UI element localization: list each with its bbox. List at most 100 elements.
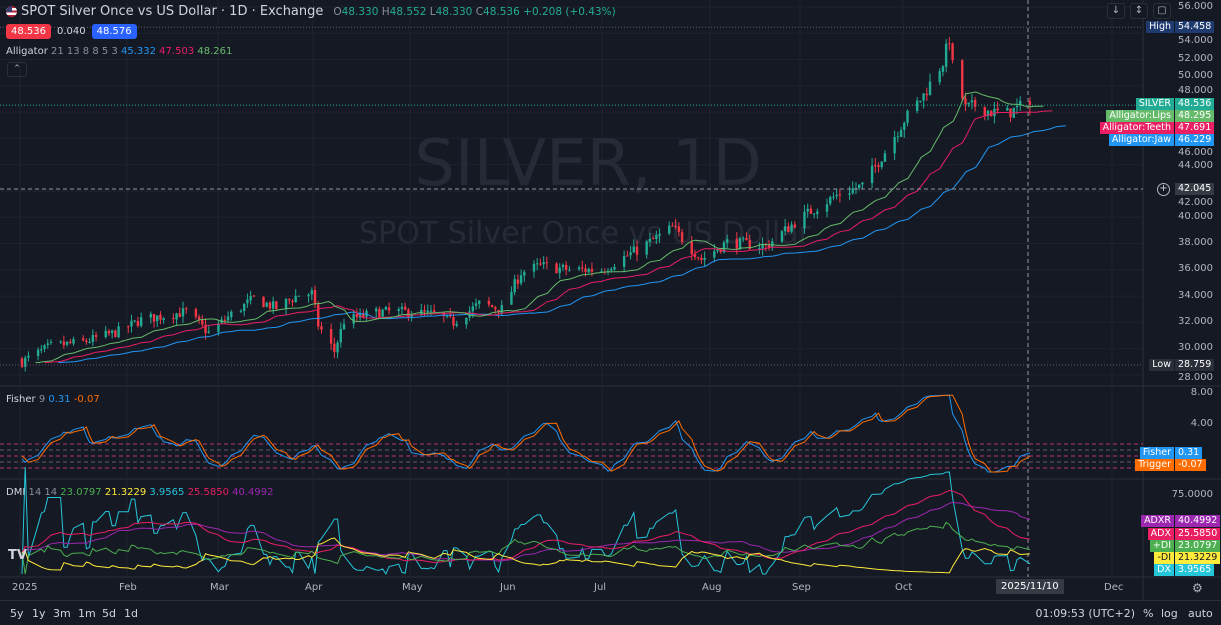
- collapse-pane-button[interactable]: ↕: [1130, 3, 1148, 19]
- range-1m[interactable]: 1m: [78, 607, 96, 620]
- candle-down: [735, 238, 739, 249]
- candle-down: [423, 310, 426, 312]
- trade-panel: 48.536 0.040 48.576: [6, 24, 137, 39]
- candle-up: [352, 314, 355, 324]
- alligator-teeth-line: [44, 110, 1053, 364]
- candle-up: [790, 224, 793, 232]
- candle-up: [558, 267, 561, 273]
- candle-up: [429, 310, 433, 312]
- range-5d[interactable]: 5d: [102, 607, 116, 620]
- candle-down: [748, 240, 751, 249]
- settings-gear-icon[interactable]: ⚙: [1192, 581, 1203, 595]
- candle-down: [204, 324, 207, 334]
- alligator-legend[interactable]: Alligator 21 13 8 8 5 3 45.332 47.503 48…: [6, 46, 233, 57]
- candle-up: [117, 326, 120, 338]
- add-alert-plus-icon[interactable]: +: [1157, 183, 1170, 196]
- price-tick: 48.000: [1178, 85, 1213, 96]
- candle-up: [36, 349, 40, 357]
- price-tick: 30.000: [1178, 342, 1213, 353]
- log-toggle[interactable]: log: [1161, 607, 1178, 620]
- price-tick: 32.000: [1178, 316, 1213, 327]
- range-5y[interactable]: 5y: [10, 607, 24, 620]
- price-tick: 34.000: [1178, 290, 1213, 301]
- candle-up: [139, 317, 143, 326]
- candle-down: [223, 319, 227, 321]
- candle-up: [542, 262, 545, 265]
- candle-up: [426, 310, 429, 313]
- candle-down: [719, 249, 722, 252]
- candle-up: [944, 43, 948, 67]
- alligator-lips-line: [35, 91, 1044, 364]
- candle-down: [635, 246, 639, 255]
- candle-up: [342, 324, 346, 330]
- adxr-line: [21, 501, 1031, 562]
- candle-up: [410, 315, 413, 318]
- candle-up: [577, 267, 581, 270]
- scroll-down-button[interactable]: ↓: [1107, 3, 1125, 19]
- range-1d[interactable]: 1d: [124, 607, 138, 620]
- candle-up: [336, 342, 339, 353]
- auto-toggle[interactable]: auto: [1188, 607, 1213, 620]
- candle-down: [874, 165, 877, 167]
- candle-up: [59, 341, 62, 343]
- candle-down: [333, 343, 336, 352]
- adx-label: ADX: [1147, 528, 1174, 540]
- candle-down: [809, 208, 813, 214]
- range-3m[interactable]: 3m: [53, 607, 71, 620]
- buy-button[interactable]: 48.576: [91, 24, 137, 39]
- candle-up: [803, 211, 806, 229]
- candle-up: [294, 296, 297, 303]
- candle-down: [85, 340, 88, 343]
- candle-down: [948, 43, 951, 45]
- maximize-pane-button[interactable]: ▢: [1153, 3, 1171, 19]
- maximize-icon: ▢: [1157, 5, 1167, 16]
- candle-down: [317, 304, 320, 327]
- pdi-value: 23.0797: [1175, 540, 1221, 552]
- range-1y[interactable]: 1y: [32, 607, 46, 620]
- candle-down: [159, 314, 162, 320]
- silver-value: 48.536: [1175, 98, 1215, 110]
- candle-up: [65, 341, 69, 345]
- price-tick: 52.000: [1178, 53, 1213, 64]
- candle-down: [690, 241, 693, 255]
- alligator-jaw-line: [58, 125, 1066, 363]
- candle-down: [452, 316, 455, 326]
- price-tick: 46.000: [1178, 147, 1213, 158]
- candle-down: [62, 341, 66, 346]
- candle-down: [697, 257, 700, 259]
- sell-button[interactable]: 48.536: [6, 24, 51, 39]
- fisher-legend[interactable]: Fisher 9 0.31 -0.07: [6, 394, 100, 405]
- clock-timezone[interactable]: 01:09:53 (UTC+2): [1035, 607, 1135, 620]
- candle-down: [590, 268, 594, 272]
- candle-up: [906, 110, 909, 123]
- candle-down: [494, 307, 497, 310]
- collapse-icon: ↕: [1134, 5, 1144, 16]
- price-tick: 42.000: [1178, 197, 1213, 208]
- candle-down: [432, 310, 436, 313]
- price-tick: 28.000: [1178, 372, 1213, 383]
- candle-up: [284, 298, 288, 309]
- time-tick: Dec: [1104, 582, 1124, 593]
- pdi-label: +DI: [1149, 540, 1174, 552]
- candle-up: [474, 303, 478, 306]
- collapse-legend-button[interactable]: ⌃: [7, 62, 27, 77]
- candle-down: [925, 93, 929, 96]
- candle-down: [275, 301, 278, 310]
- trigger-line: [21, 394, 1031, 473]
- symbol-title[interactable]: SPOT Silver Once vs US Dollar · 1D · Exc…: [21, 4, 324, 19]
- dmi-legend[interactable]: DMI 14 14 23.0797 21.3229 3.9565 25.5850…: [6, 487, 274, 498]
- candle-up: [46, 343, 49, 345]
- candle-down: [127, 326, 130, 328]
- candle-down: [185, 308, 188, 310]
- candle-down: [69, 341, 72, 344]
- spread-value: 0.040: [57, 26, 86, 37]
- candle-down: [252, 295, 256, 297]
- time-tick: Apr: [305, 582, 323, 593]
- candle-up: [239, 310, 243, 312]
- candle-down: [442, 312, 446, 317]
- candle-down: [516, 279, 520, 284]
- fisher-tick: 4.00: [1190, 418, 1213, 429]
- candle-down: [677, 226, 681, 232]
- percent-toggle[interactable]: %: [1143, 607, 1154, 620]
